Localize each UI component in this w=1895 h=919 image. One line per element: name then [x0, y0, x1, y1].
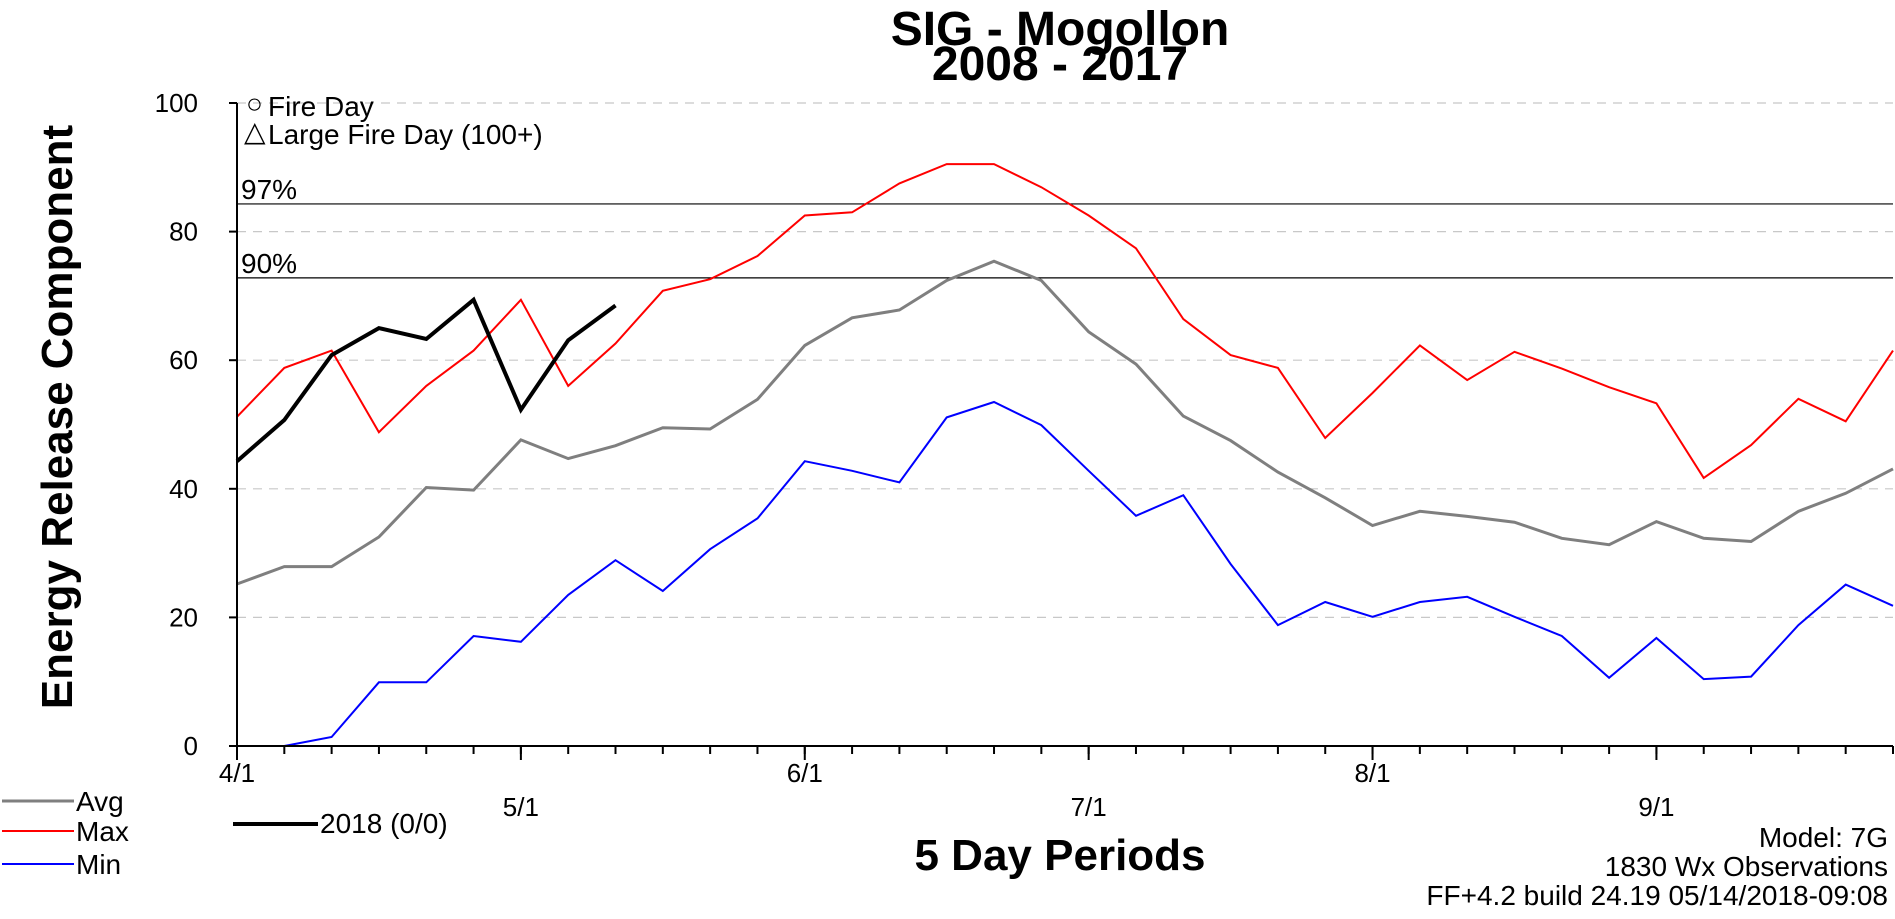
chart-subtitle: 2008 - 2017 — [932, 38, 1188, 91]
model-info: Model: 7G — [1759, 822, 1888, 853]
fire-day-label: Fire Day — [268, 91, 374, 122]
series-line-max — [236, 163, 1894, 480]
large-fire-day-label: Large Fire Day (100+) — [268, 119, 543, 150]
x-tick-label-7-1: 7/1 — [1071, 792, 1107, 822]
legend-label-max: Max — [76, 816, 129, 847]
x-axis-title: 5 Day Periods — [914, 831, 1205, 880]
series-lines — [235, 163, 1894, 747]
large-fire-day-symbol: △ — [244, 116, 266, 147]
x-tick-label-8-1: 8/1 — [1354, 758, 1390, 788]
percentile-label-90: 90% — [241, 248, 297, 279]
x-tick-label-6-1: 6/1 — [787, 758, 823, 788]
x-tick-label-9-1: 9/1 — [1638, 792, 1674, 822]
y-axis-title: Energy Release Component — [33, 124, 82, 709]
chart-title: SIG - Mogollon — [891, 3, 1230, 56]
gridlines — [237, 102, 1893, 619]
x-axis-ticks: 4/1 6/1 8/1 5/1 7/1 9/1 — [219, 746, 1894, 822]
y-axis-ticks: 0 20 40 60 80 100 — [155, 88, 237, 761]
series-line-2018-0-0 — [235, 296, 617, 463]
y-tick-label-80: 80 — [169, 217, 198, 247]
build-info: FF+4.2 build 24.19 05/14/2018-09:08 — [1426, 880, 1888, 911]
percentile-label-97: 97% — [241, 174, 297, 205]
y-tick-label-20: 20 — [169, 602, 198, 632]
x-tick-label-4-1: 4/1 — [219, 758, 255, 788]
legend-label-min: Min — [76, 849, 121, 880]
series-line-avg — [236, 259, 1894, 586]
y-tick-label-40: 40 — [169, 474, 198, 504]
percentile-lines: 97% 90% — [237, 174, 1893, 279]
series-legend: Avg Max Min 2018 (0/0) — [2, 786, 448, 880]
y-tick-label-100: 100 — [155, 88, 198, 118]
series-line-min — [237, 400, 1894, 747]
x-tick-label-5-1: 5/1 — [503, 792, 539, 822]
legend-label-avg: Avg — [76, 786, 124, 817]
legend-label-2018: 2018 (0/0) — [320, 808, 448, 839]
y-tick-label-60: 60 — [169, 345, 198, 375]
fire-day-symbol: ○ — [246, 88, 263, 119]
observations-info: 1830 Wx Observations — [1605, 851, 1888, 882]
y-tick-label-0: 0 — [184, 731, 198, 761]
